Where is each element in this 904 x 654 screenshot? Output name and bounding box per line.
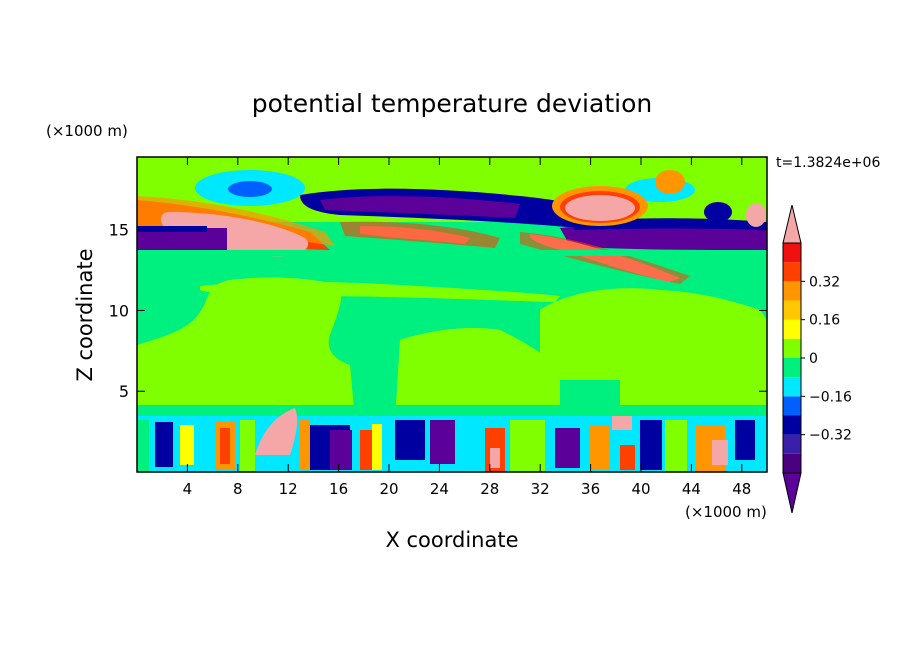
y-tick-label: 5 [119,382,129,401]
lower-blue-4 [640,420,662,470]
x-axis-label: X coordinate [385,528,518,552]
x-tick-label: 36 [581,480,600,498]
colorbar-labels: 0.32 0.16 0 −0.16 −0.32 [801,274,852,444]
x-tick-label: 48 [732,480,751,498]
x-axis: 4 8 12 16 20 24 28 32 36 40 44 48 [183,157,751,498]
red-streak-mid [340,221,500,248]
y-axis-label: Z coordinate [73,248,97,381]
colorbar-overflow-triangle [782,204,802,244]
y-axis: 5 10 15 [109,221,767,401]
lower-yellow-1 [180,425,194,465]
lower-layer [137,408,767,472]
orange-patch-far-right [655,170,685,194]
x-tick-label: 8 [233,480,243,498]
x-unit-label: (×1000 m) [685,503,767,521]
x-tick-label: 24 [430,480,449,498]
colorbar-tick-label: 0.16 [809,313,840,329]
x-tick-label: 4 [183,480,193,498]
colorbar-swatch [783,453,801,473]
lower-pink-plume [255,408,298,455]
upper-layer [137,157,767,284]
colorbar-swatch [783,434,801,454]
x-tick-label: 20 [379,480,398,498]
lower-green-3 [510,420,545,472]
dark-band-right [560,224,767,250]
pink-blob-left [160,212,309,257]
lower-orange-2 [300,420,310,470]
colorbar-swatch [783,415,801,435]
lower-yellow-2 [372,424,382,470]
purple-core-top [320,196,520,218]
lime-streak-upper [200,281,560,302]
y-tick-label: 15 [109,221,129,240]
colorbar-tick-label: −0.32 [809,428,852,444]
heatmap-plot-area [137,157,767,472]
pink-patch-top-right [565,195,635,221]
plot-frame [136,156,768,473]
lower-orange-3 [590,425,610,470]
colorbar-swatch [783,281,801,301]
lower-blue-5 [735,420,755,460]
lower-pink-3 [712,440,728,465]
lower-pink-2 [612,416,632,430]
colorbar-underflow-triangle [782,472,802,514]
red-streak-right [520,232,690,284]
lime-region-mid [395,328,560,420]
x-tick-label: 12 [279,480,298,498]
lower-red-1 [220,428,230,464]
lower-blue-1 [155,422,173,467]
lower-green-4 [665,420,687,472]
colorbar-tick-label: 0.32 [809,274,840,290]
x-tick-label: 16 [329,480,348,498]
x-tick-label: 28 [480,480,499,498]
lower-red-4 [620,445,635,470]
lower-purple-1 [330,430,352,470]
blue-patch [228,181,272,197]
colorbar-swatch [783,338,801,358]
x-tick-label: 40 [631,480,650,498]
pink-patch-far-right [746,203,766,227]
green-transition [137,250,767,256]
lower-purple-3 [555,428,580,468]
chart-title: potential temperature deviation [252,89,652,118]
colorbar [782,204,802,514]
colorbar-swatch [783,262,801,282]
x-tick-label: 44 [682,480,701,498]
blue-patch-right [704,202,732,222]
lime-region-left [137,277,355,420]
lower-red-2 [360,430,374,470]
blue-band-left [137,226,207,232]
colorbar-swatch [783,243,801,263]
cyan-boundary [137,416,767,420]
time-label: t=1.3824e+06 [776,155,880,171]
colorbar-swatch [783,396,801,416]
lower-blue-3 [395,420,425,460]
colorbar-swatch [783,358,801,378]
lower-pink-1 [490,448,500,468]
colorbar-swatch [783,377,801,397]
colorbar-swatch [783,300,801,320]
lower-purple-2 [430,420,455,464]
colorbar-swatch [783,319,801,339]
dark-band-left [137,228,227,250]
lower-green-1 [137,420,149,472]
middle-layer [137,277,767,420]
colorbar-tick-label: −0.16 [809,389,852,405]
colorbar-tick-label: 0 [809,351,818,367]
lower-green-2 [240,420,255,472]
x-tick-label: 32 [531,480,550,498]
y-tick-label: 10 [109,301,129,320]
y-unit-label: (×1000 m) [46,122,128,140]
